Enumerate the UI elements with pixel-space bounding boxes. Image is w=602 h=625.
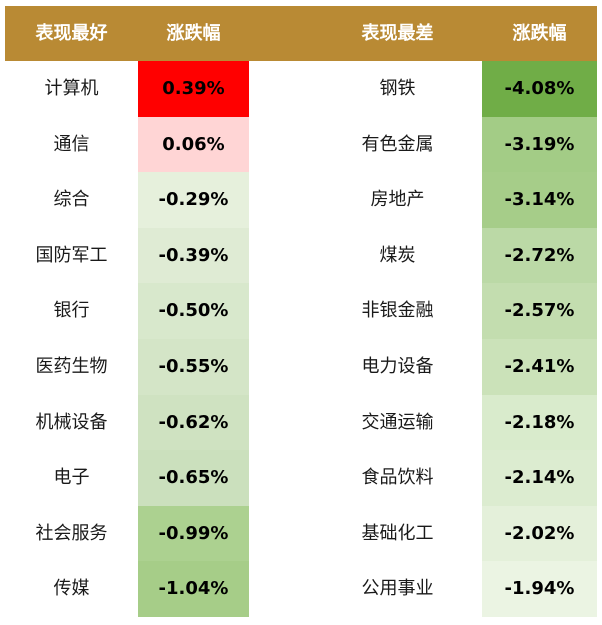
best-change-header: 涨跌幅 (166, 23, 221, 44)
worst-sector-name: 电力设备 (361, 356, 434, 377)
best-sector-change: -0.39% (138, 227, 249, 284)
table-row: 社会服务 -0.99% 基础化工 -2.02% (0, 505, 602, 562)
best-sector-name: 社会服务 (35, 522, 108, 544)
best-sector-change: -0.29% (138, 172, 249, 228)
worst-sector-change: -2.02% (482, 505, 597, 562)
best-sector-change: -0.50% (138, 283, 249, 339)
worst-sector-change: -2.57% (482, 283, 597, 339)
table-row: 国防军工 -0.39% 煤炭 -2.72% (0, 227, 602, 284)
best-header: 表现最好 (35, 23, 108, 44)
worst-sector-name: 房地产 (370, 189, 425, 211)
table-row: 银行 -0.50% 非银金融 -2.57% (0, 283, 602, 339)
best-sector-change: -0.62% (138, 394, 249, 451)
table-row: 传媒 -1.04% 公用事业 -1.94% (0, 561, 602, 617)
best-sector-change: -0.65% (138, 450, 249, 506)
worst-sector-name: 有色金属 (361, 133, 434, 155)
worst-sector-change: -2.72% (482, 227, 597, 284)
worst-sector-change: -2.18% (482, 394, 597, 451)
worst-sector-name: 非银金融 (361, 300, 434, 322)
worst-sector-change: -3.14% (482, 172, 597, 228)
best-sector-name: 通信 (53, 133, 90, 155)
best-sector-name: 机械设备 (35, 411, 108, 433)
worst-sector-name: 钢铁 (379, 78, 416, 99)
worst-sector-name: 煤炭 (379, 244, 416, 266)
worst-sector-name: 食品饮料 (361, 467, 434, 489)
best-sector-name: 银行 (53, 300, 90, 322)
best-sector-name: 国防军工 (35, 244, 108, 266)
worst-sector-name: 基础化工 (361, 522, 434, 544)
table-row: 通信 0.06% 有色金属 -3.19% (0, 116, 602, 173)
worst-sector-change: -4.08% (482, 61, 597, 117)
best-sector-name: 传媒 (53, 578, 90, 600)
worst-sector-change: -2.14% (482, 450, 597, 506)
best-sector-name: 医药生物 (35, 356, 108, 377)
table-row: 电子 -0.65% 食品饮料 -2.14% (0, 450, 602, 506)
table-row: 医药生物 -0.55% 电力设备 -2.41% (0, 339, 602, 395)
best-sector-change: -0.55% (138, 339, 249, 395)
best-sector-change: -0.99% (138, 505, 249, 562)
worst-header: 表现最差 (361, 23, 434, 44)
table-row: 综合 -0.29% 房地产 -3.14% (0, 172, 602, 228)
worst-sector-change: -2.41% (482, 339, 597, 395)
table-row: 计算机 0.39% 钢铁 -4.08% (0, 61, 602, 117)
best-sector-change: -1.04% (138, 561, 249, 617)
best-sector-name: 综合 (53, 189, 90, 211)
best-sector-name: 电子 (53, 467, 90, 489)
worst-sector-change: -3.19% (482, 116, 597, 173)
worst-sector-name: 公用事业 (361, 578, 434, 600)
worst-sector-name: 交通运输 (361, 411, 434, 433)
best-sector-change: 0.39% (138, 61, 249, 117)
best-sector-name: 计算机 (44, 78, 99, 99)
table-header: 表现最好 涨跌幅 表现最差 涨跌幅 (5, 6, 597, 61)
table-row: 机械设备 -0.62% 交通运输 -2.18% (0, 394, 602, 451)
best-sector-change: 0.06% (138, 116, 249, 173)
worst-change-header: 涨跌幅 (512, 23, 567, 44)
worst-sector-change: -1.94% (482, 561, 597, 617)
